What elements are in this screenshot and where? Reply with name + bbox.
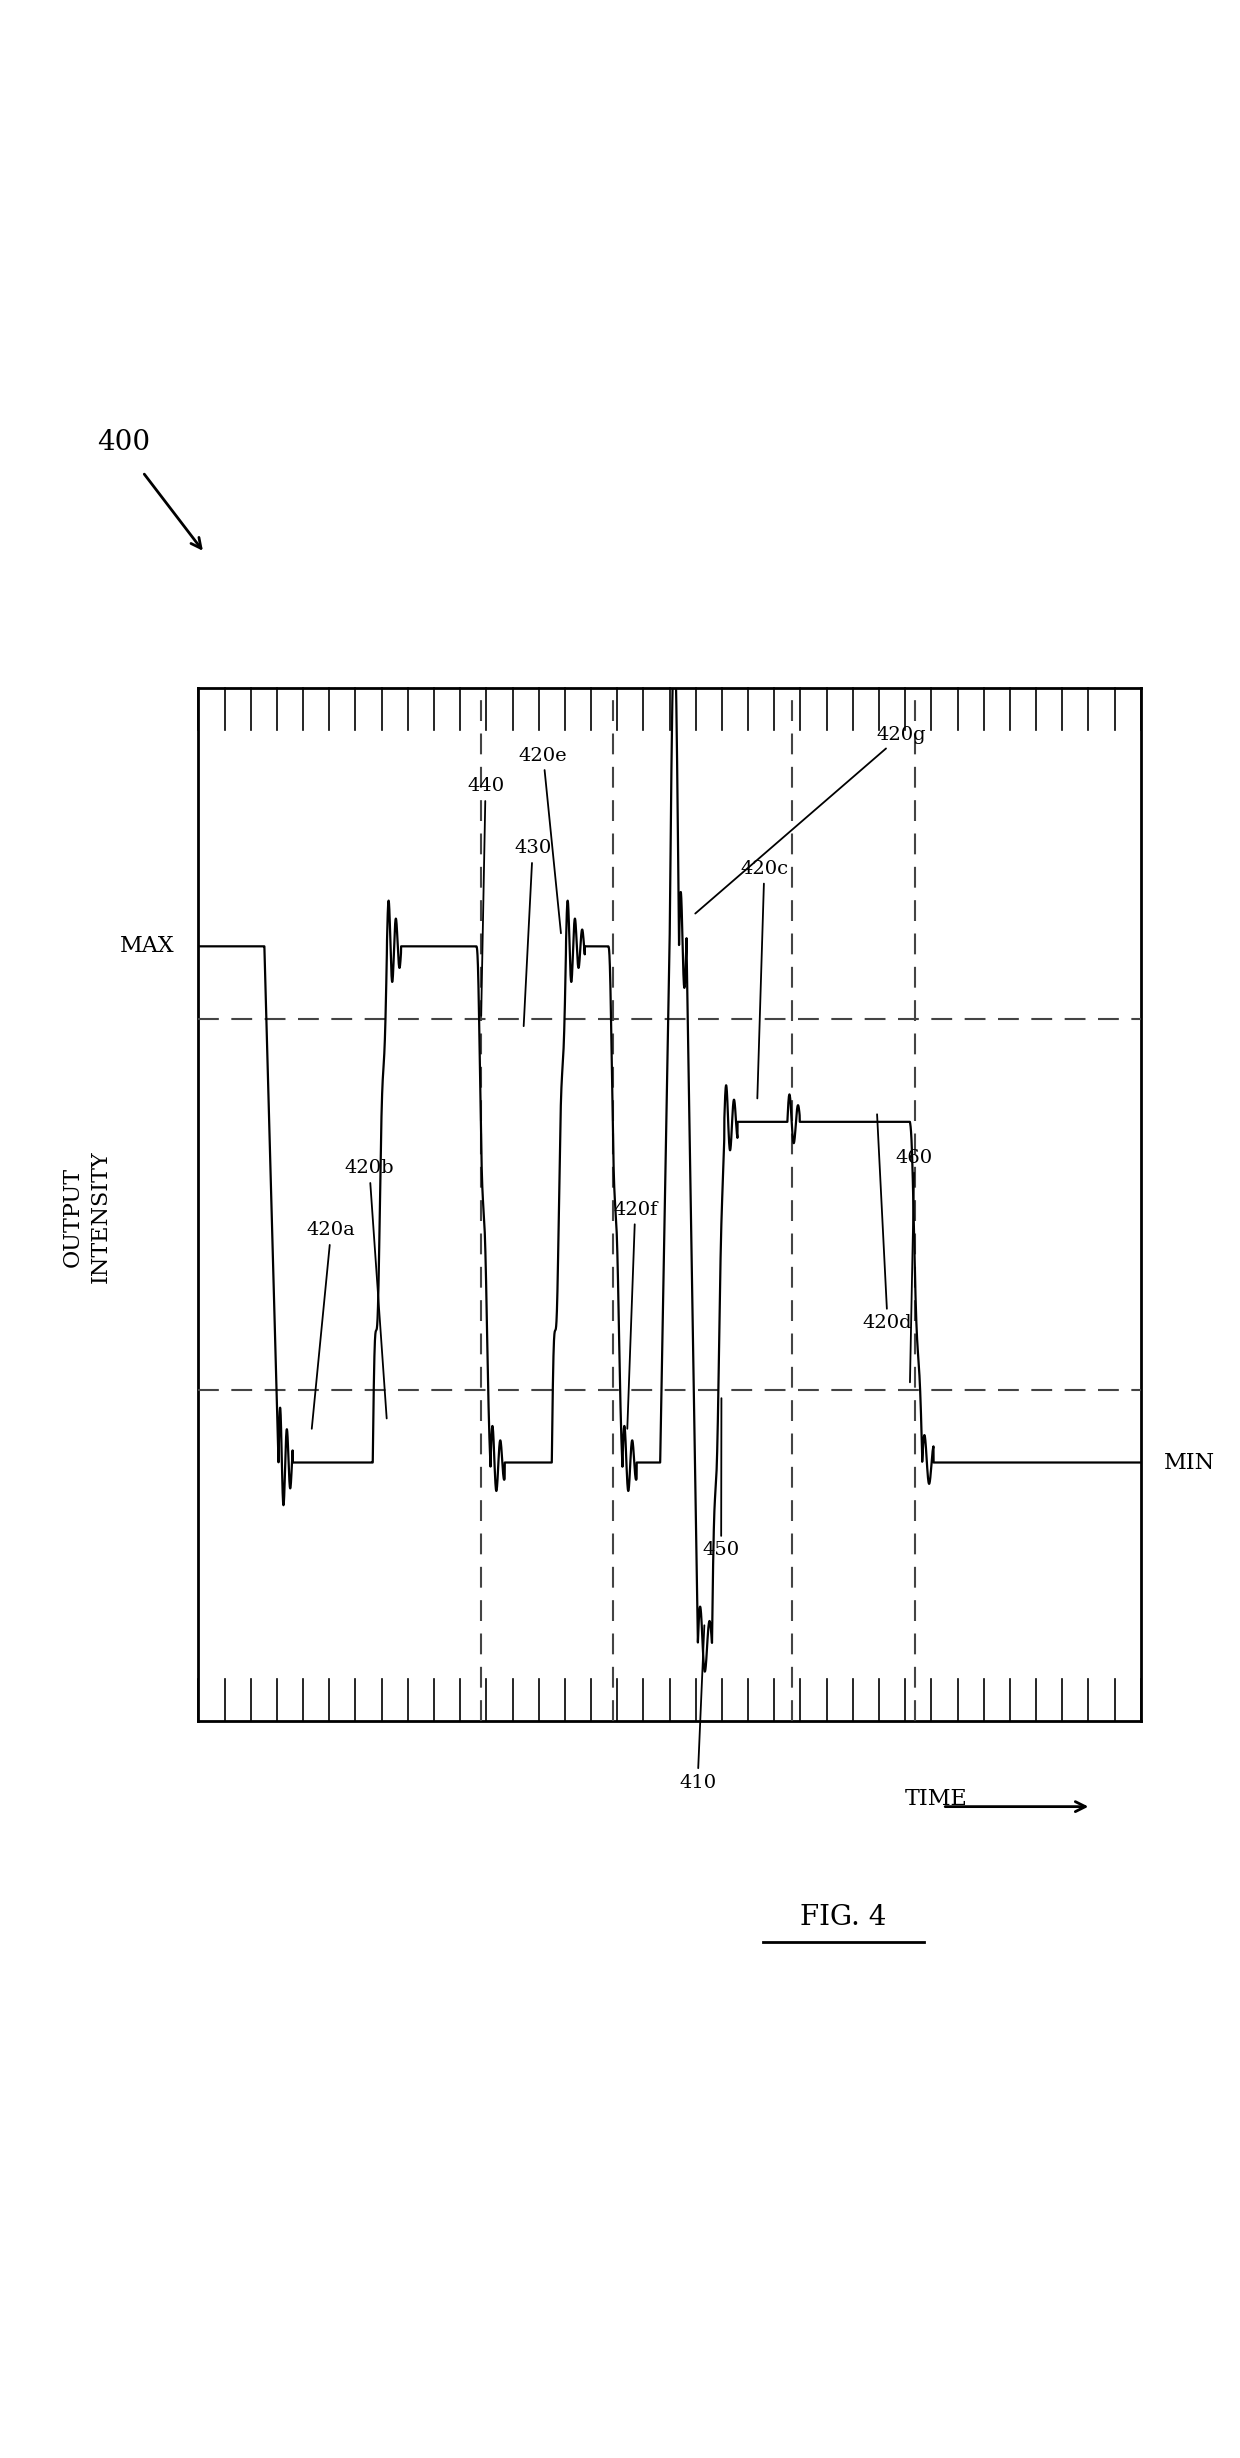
Text: 460: 460 [895,1150,932,1381]
Text: 420c: 420c [740,860,789,1099]
Text: MAX: MAX [120,936,175,956]
Text: 420e: 420e [518,747,568,934]
Text: MIN: MIN [1164,1453,1215,1472]
Text: 450: 450 [703,1399,740,1558]
Text: 420f: 420f [613,1202,657,1428]
Text: 410: 410 [680,1625,717,1792]
Text: TIME: TIME [905,1789,968,1809]
Text: 420d: 420d [863,1113,913,1332]
Text: OUTPUT
INTENSITY: OUTPUT INTENSITY [62,1150,112,1283]
Text: 420a: 420a [306,1222,356,1428]
Text: FIG. 4: FIG. 4 [800,1905,887,1930]
Text: 400: 400 [98,430,150,455]
Text: 430: 430 [515,841,552,1025]
Text: 420g: 420g [696,725,926,914]
Text: 420b: 420b [345,1160,394,1418]
Text: 440: 440 [467,777,505,1015]
